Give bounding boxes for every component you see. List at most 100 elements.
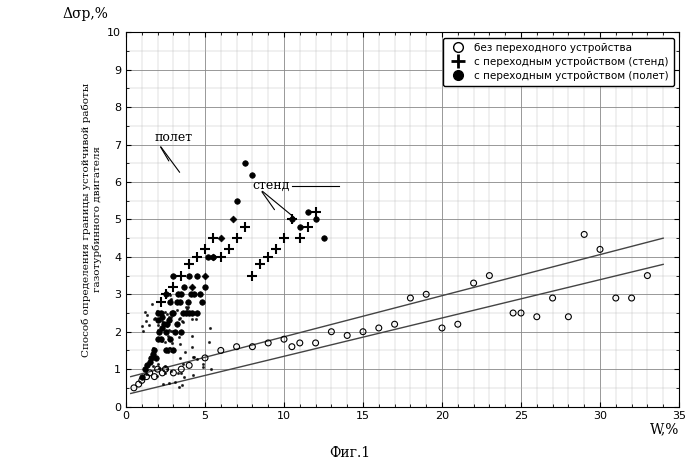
Point (158, 381, 169, 388)
Point (175, 315, 186, 322)
Point (168, 369, 179, 377)
Point (168, 328, 179, 335)
Point (153, 328, 164, 335)
Point (139, 365, 150, 373)
Point (153, 326, 164, 334)
Point (172, 291, 183, 298)
Point (166, 339, 177, 346)
Point (164, 344, 175, 352)
Point (155, 335, 167, 343)
Point (164, 335, 176, 343)
Point (164, 291, 176, 298)
Point (149, 346, 160, 354)
Point (171, 298, 182, 305)
Point (468, 280, 480, 287)
Point (186, 333, 197, 340)
Point (181, 305, 193, 312)
Point (152, 360, 163, 368)
Point (547, 294, 558, 302)
Point (176, 381, 187, 389)
Point (239, 223, 250, 231)
Point (197, 361, 209, 368)
Point (270, 246, 281, 253)
Point (207, 253, 218, 261)
Point (176, 272, 187, 279)
Point (160, 328, 171, 335)
Point (140, 317, 151, 325)
Point (215, 346, 226, 354)
Point (204, 338, 215, 346)
Point (594, 246, 606, 253)
Point (148, 344, 159, 352)
Point (152, 335, 163, 343)
Point (157, 317, 168, 324)
Point (141, 362, 152, 369)
Point (183, 272, 195, 279)
Point (204, 324, 216, 332)
Point (155, 310, 167, 317)
Point (199, 283, 211, 291)
Point (207, 253, 218, 261)
Text: W,%: W,% (650, 423, 679, 437)
Point (160, 291, 171, 298)
Point (279, 234, 290, 242)
Point (286, 343, 297, 350)
Point (642, 272, 653, 279)
Point (192, 310, 203, 317)
Point (160, 370, 171, 377)
Point (183, 310, 195, 317)
Point (179, 348, 190, 356)
Point (151, 373, 162, 380)
Point (247, 272, 258, 279)
Point (153, 365, 164, 372)
Point (182, 298, 193, 305)
Point (174, 354, 186, 362)
Point (192, 272, 203, 279)
Point (174, 315, 185, 322)
Point (302, 223, 314, 231)
Point (164, 298, 176, 305)
Point (164, 313, 175, 321)
Point (358, 328, 369, 335)
Point (610, 294, 622, 302)
Point (155, 334, 167, 342)
Point (159, 338, 170, 346)
Point (286, 216, 297, 223)
Point (160, 309, 171, 316)
Point (140, 309, 151, 316)
Point (262, 253, 274, 261)
Point (231, 197, 242, 204)
Point (148, 363, 159, 370)
Point (310, 339, 321, 346)
Point (294, 234, 305, 242)
Point (286, 216, 297, 223)
Point (144, 369, 155, 377)
Point (294, 223, 305, 231)
Point (159, 346, 170, 353)
Point (195, 291, 206, 298)
Point (239, 160, 250, 167)
Point (389, 321, 400, 328)
Point (146, 354, 157, 362)
Point (171, 321, 182, 328)
Point (318, 234, 329, 242)
Point (176, 291, 187, 298)
Point (255, 261, 266, 268)
Point (169, 378, 181, 386)
Point (162, 321, 173, 328)
Point (160, 346, 172, 353)
Point (157, 313, 168, 321)
Point (626, 294, 637, 302)
Point (405, 294, 416, 302)
Point (247, 343, 258, 350)
Point (310, 208, 321, 216)
Point (147, 351, 158, 358)
Point (168, 310, 179, 317)
Point (279, 335, 290, 343)
Point (186, 343, 197, 351)
Point (191, 355, 202, 363)
Point (166, 310, 177, 317)
Point (187, 283, 198, 291)
Text: Фиг.1: Фиг.1 (330, 446, 370, 460)
Point (150, 354, 162, 362)
